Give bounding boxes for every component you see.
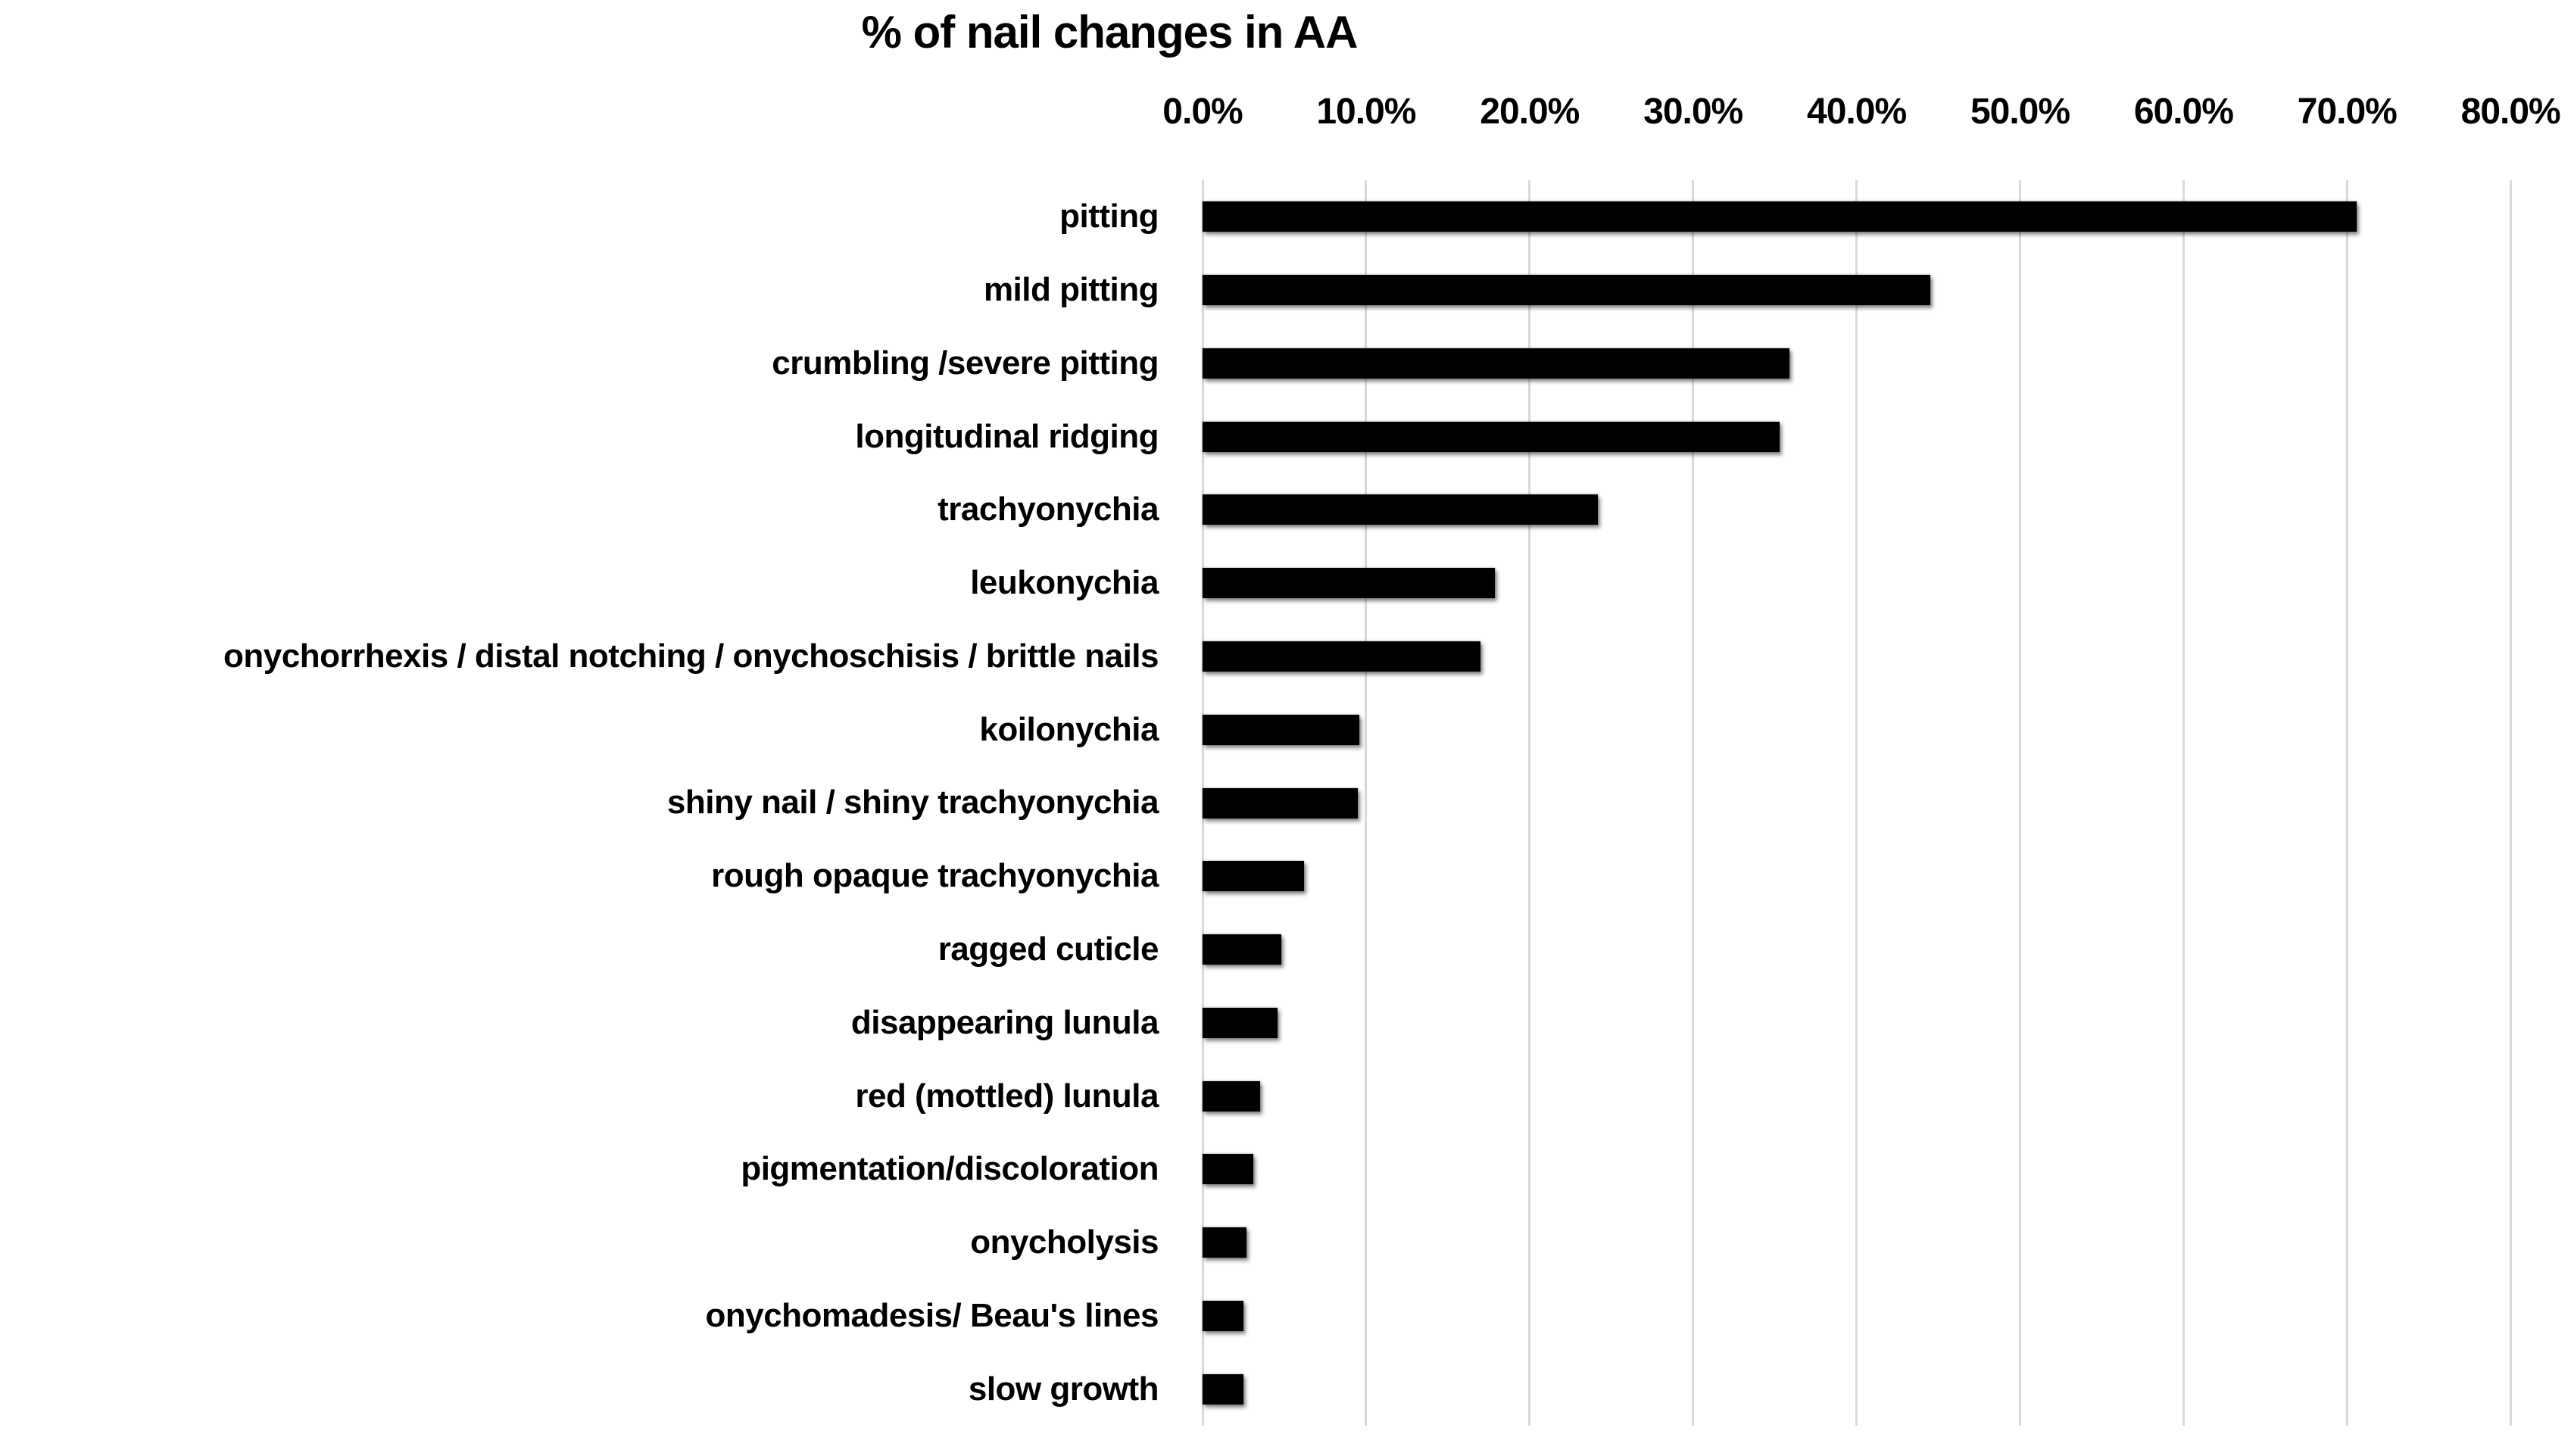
gridline [1692, 180, 1695, 1426]
x-tick-label: 80.0% [2460, 92, 2561, 132]
bar [1203, 934, 1281, 965]
x-tick-label: 10.0% [1316, 92, 1416, 132]
bar [1203, 275, 1930, 306]
gridline [1528, 180, 1531, 1426]
bar [1203, 201, 2357, 232]
bar [1203, 861, 1304, 892]
category-label: ragged cuticle [938, 931, 1159, 968]
category-label: onycholysis [970, 1224, 1159, 1261]
x-tick-label: 30.0% [1643, 92, 1743, 132]
category-label: onychomadesis/ Beau's lines [705, 1296, 1159, 1334]
category-label: longitudinal ridging [855, 417, 1159, 455]
category-label: onychorrhexis / distal notching / onycho… [223, 637, 1159, 675]
bar [1203, 1227, 1247, 1258]
chart-title: % of nail changes in AA [861, 7, 1359, 58]
bar [1203, 568, 1496, 599]
category-label: trachyonychia [938, 491, 1159, 528]
bar [1203, 1080, 1260, 1111]
bar [1203, 494, 1599, 525]
bar [1203, 641, 1481, 672]
bar [1203, 1373, 1243, 1405]
gridline [2019, 180, 2021, 1426]
bar [1203, 348, 1790, 379]
category-label: rough opaque trachyonychia [711, 857, 1159, 895]
category-label: disappearing lunula [850, 1003, 1159, 1041]
gridline [1365, 180, 1368, 1426]
x-tick-label: 50.0% [1970, 92, 2070, 132]
category-label: mild pitting [983, 271, 1159, 309]
x-tick-label: 0.0% [1162, 92, 1243, 132]
gridline [2509, 180, 2512, 1426]
gridline [2345, 180, 2348, 1426]
bar [1203, 1300, 1243, 1331]
category-label: pigmentation/discoloration [741, 1150, 1159, 1188]
category-label: slow growth [968, 1370, 1159, 1408]
bar [1203, 421, 1780, 452]
category-label: leukonychia [970, 564, 1159, 602]
category-label: shiny nail / shiny trachyonychia [666, 784, 1159, 822]
category-label: pitting [1059, 198, 1159, 235]
bar [1203, 714, 1360, 745]
gridline [2182, 180, 2185, 1426]
x-tick-label: 40.0% [1807, 92, 1907, 132]
category-label: red (mottled) lunula [855, 1077, 1159, 1115]
x-tick-label: 20.0% [1480, 92, 1580, 132]
x-tick-label: 70.0% [2297, 92, 2398, 132]
bar [1203, 1154, 1253, 1185]
category-label: crumbling /severe pitting [772, 344, 1159, 382]
bar [1203, 787, 1359, 818]
bar [1203, 1007, 1278, 1038]
gridline [1855, 180, 1858, 1426]
category-label: koilonychia [979, 710, 1159, 748]
x-tick-label: 60.0% [2133, 92, 2234, 132]
